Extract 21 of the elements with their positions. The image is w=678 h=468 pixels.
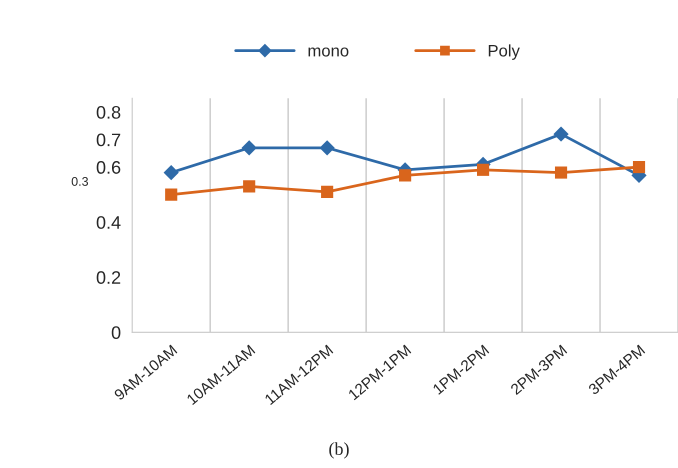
legend-label: Poly — [488, 44, 520, 60]
y-tick-label: 0 — [112, 326, 120, 339]
point — [320, 140, 335, 156]
point — [242, 140, 257, 156]
point — [554, 126, 568, 142]
point — [477, 164, 490, 176]
y-tick-label: 0.7 — [96, 134, 120, 146]
text: 0.3 — [72, 177, 88, 186]
legend-label: mono — [308, 47, 348, 57]
y-tick-label: 0.2 — [96, 271, 120, 284]
point — [164, 165, 179, 180]
text: (b) — [329, 442, 349, 459]
point — [554, 166, 568, 179]
point — [243, 180, 256, 192]
point — [632, 161, 646, 174]
point — [165, 188, 178, 201]
point — [399, 169, 412, 182]
y-tick-label: 0.8 — [96, 106, 120, 119]
point — [321, 186, 334, 198]
y-tick-label: 0.6 — [96, 161, 120, 174]
y-tick-label: 0.4 — [96, 216, 121, 229]
